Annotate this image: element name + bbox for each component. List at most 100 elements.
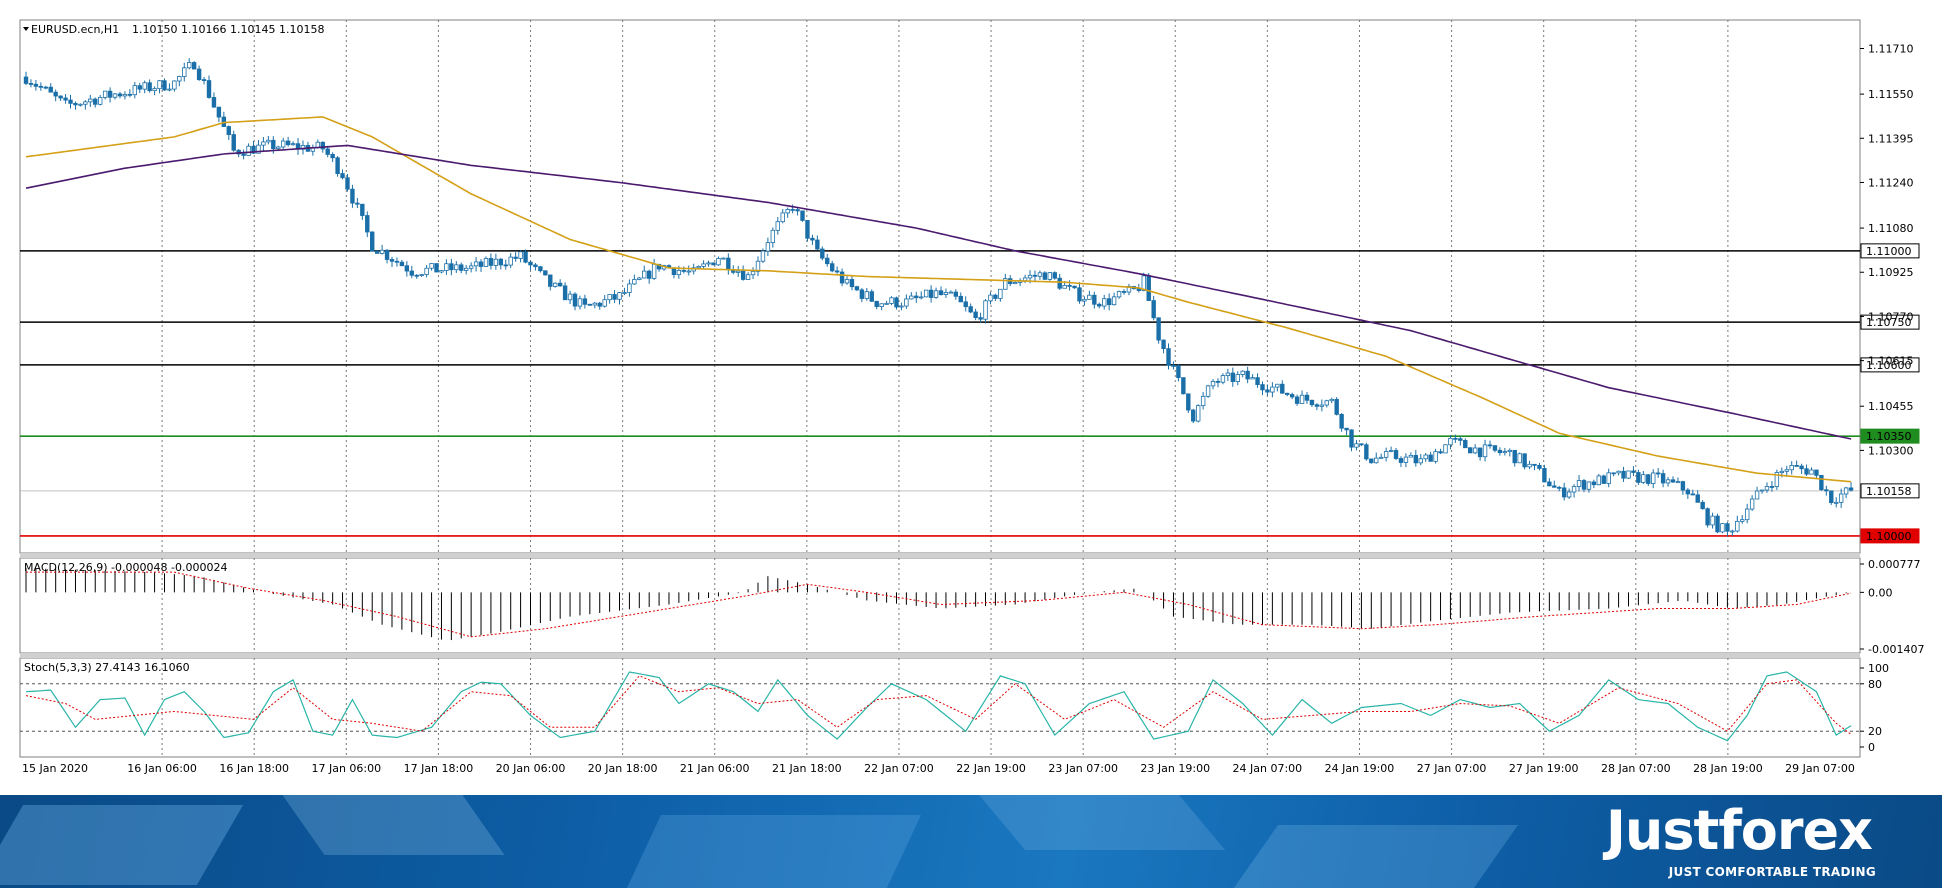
candle[interactable] [637, 277, 642, 280]
candle[interactable] [1725, 523, 1730, 532]
candle[interactable] [1522, 453, 1527, 468]
candle[interactable] [246, 145, 251, 156]
candle[interactable] [721, 257, 726, 260]
candle[interactable] [577, 298, 583, 307]
candle[interactable] [355, 202, 360, 205]
candle[interactable] [1260, 384, 1265, 391]
candle[interactable] [1626, 470, 1631, 479]
candle[interactable] [147, 82, 152, 92]
candle[interactable] [1740, 519, 1745, 522]
candle[interactable] [508, 256, 513, 266]
candle[interactable] [676, 270, 682, 276]
candle[interactable] [1675, 481, 1681, 483]
candle[interactable] [1542, 468, 1547, 483]
candle[interactable] [1146, 275, 1151, 301]
candle[interactable] [201, 79, 207, 81]
candle[interactable] [122, 93, 128, 97]
candle[interactable] [1265, 389, 1270, 393]
candle[interactable] [770, 229, 776, 244]
candle[interactable] [1477, 447, 1483, 458]
candle[interactable] [1062, 284, 1067, 289]
chart-svg[interactable]: 1.11000 1.10750 1.10600 1.10350 1.10158 1.100… [0, 0, 1942, 795]
candle[interactable] [196, 68, 202, 80]
candle[interactable] [864, 291, 870, 299]
candle[interactable] [582, 298, 588, 305]
candle[interactable] [681, 270, 687, 272]
candle[interactable] [1067, 284, 1072, 287]
candle[interactable] [1171, 364, 1176, 367]
candle[interactable] [1205, 385, 1211, 397]
candle[interactable] [1720, 523, 1725, 533]
candle[interactable] [1769, 486, 1775, 488]
candle[interactable] [1423, 454, 1428, 460]
candle[interactable] [1848, 487, 1854, 491]
candle[interactable] [1383, 451, 1389, 458]
symbol-dropdown-icon[interactable] [23, 27, 29, 31]
candle[interactable] [1566, 491, 1572, 498]
candle[interactable] [1398, 458, 1404, 463]
candle[interactable] [1591, 481, 1597, 486]
candle[interactable] [320, 141, 325, 150]
candle[interactable] [815, 239, 820, 250]
candle[interactable] [1646, 474, 1651, 484]
candle[interactable] [419, 274, 424, 276]
candle[interactable] [1403, 456, 1409, 463]
candle[interactable] [365, 215, 370, 233]
candle[interactable] [612, 294, 617, 300]
candle[interactable] [1304, 394, 1310, 401]
candle[interactable] [1838, 493, 1844, 503]
candle[interactable] [370, 231, 375, 252]
candle[interactable] [1611, 472, 1616, 475]
candle[interactable] [142, 82, 147, 90]
candle[interactable] [167, 88, 172, 91]
candle[interactable] [909, 295, 914, 300]
candle[interactable] [839, 271, 845, 284]
candle[interactable] [454, 264, 459, 271]
candle[interactable] [137, 85, 142, 90]
candle[interactable] [869, 291, 874, 302]
candle[interactable] [38, 85, 44, 88]
candle[interactable] [800, 210, 805, 221]
candle[interactable] [93, 98, 98, 105]
candle[interactable] [1072, 285, 1077, 289]
candle[interactable] [1532, 463, 1537, 466]
candle[interactable] [1547, 481, 1552, 487]
candle[interactable] [1463, 440, 1468, 449]
candle[interactable] [1561, 487, 1567, 498]
candle[interactable] [726, 257, 731, 271]
candle[interactable] [1571, 486, 1577, 493]
candle[interactable] [53, 91, 58, 97]
candle[interactable] [805, 220, 810, 239]
candle[interactable] [1596, 475, 1602, 486]
candle[interactable] [256, 144, 261, 154]
candle[interactable] [1428, 454, 1433, 462]
candle[interactable] [88, 98, 93, 103]
candle[interactable] [1784, 469, 1789, 472]
candle[interactable] [48, 86, 53, 93]
candle[interactable] [162, 80, 167, 91]
candle[interactable] [325, 148, 330, 155]
candle[interactable] [1245, 370, 1250, 380]
candle[interactable] [449, 263, 454, 271]
candle[interactable] [1106, 298, 1112, 306]
candle[interactable] [340, 173, 345, 179]
candle[interactable] [1012, 282, 1018, 285]
candle[interactable] [993, 294, 998, 299]
candle[interactable] [790, 208, 795, 211]
candle[interactable] [795, 209, 800, 212]
candle[interactable] [1735, 520, 1740, 532]
candle[interactable] [587, 303, 593, 306]
candle[interactable] [1166, 348, 1171, 366]
candle[interactable] [389, 259, 395, 262]
candle[interactable] [513, 256, 518, 259]
candle[interactable] [533, 264, 538, 268]
candle[interactable] [1576, 480, 1582, 487]
candle[interactable] [1324, 400, 1329, 406]
candle[interactable] [1744, 508, 1750, 521]
candle[interactable] [280, 140, 286, 148]
candle[interactable] [1418, 458, 1423, 464]
candle[interactable] [810, 237, 815, 241]
candle[interactable] [716, 258, 721, 266]
candle[interactable] [1789, 465, 1794, 471]
candle[interactable] [1601, 475, 1606, 484]
